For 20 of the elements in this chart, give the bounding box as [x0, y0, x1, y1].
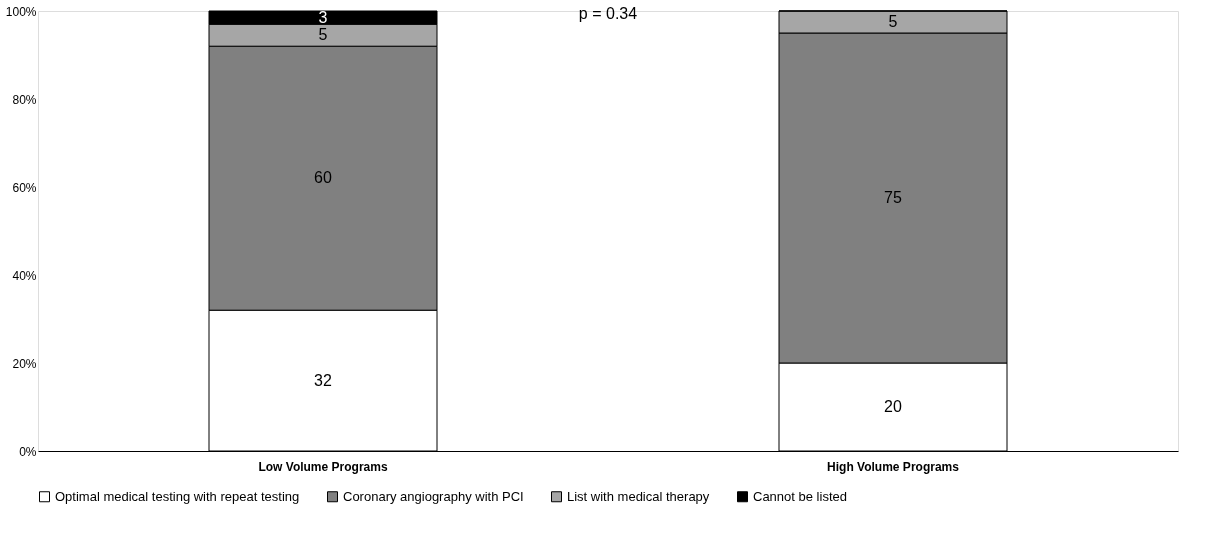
- x-tick-label: Low Volume Programs: [258, 459, 388, 474]
- data-label: 5: [318, 26, 328, 44]
- legend-label: List with medical therapy: [567, 488, 710, 504]
- data-label: 75: [884, 189, 902, 206]
- x-tick-label: High Volume Programs: [827, 459, 960, 474]
- y-tick-label: 0%: [19, 444, 37, 459]
- data-label: 60: [314, 169, 332, 187]
- legend-label: Coronary angiography with PCI: [343, 488, 524, 504]
- legend-label: Optimal medical testing with repeat testing: [55, 488, 300, 504]
- y-tick-label: 40%: [12, 268, 37, 283]
- y-tick-label: 20%: [12, 356, 37, 371]
- legend-label: Cannot be listed: [753, 488, 847, 504]
- annotation: p = 0.34: [578, 5, 638, 22]
- data-label: 3: [318, 8, 328, 26]
- y-tick-label: 80%: [12, 92, 37, 107]
- data-label: 32: [314, 371, 332, 389]
- y-tick-label: 60%: [12, 180, 37, 195]
- data-label: 20: [884, 398, 902, 415]
- data-label: 5: [888, 13, 898, 30]
- y-tick-label: 100%: [5, 4, 37, 19]
